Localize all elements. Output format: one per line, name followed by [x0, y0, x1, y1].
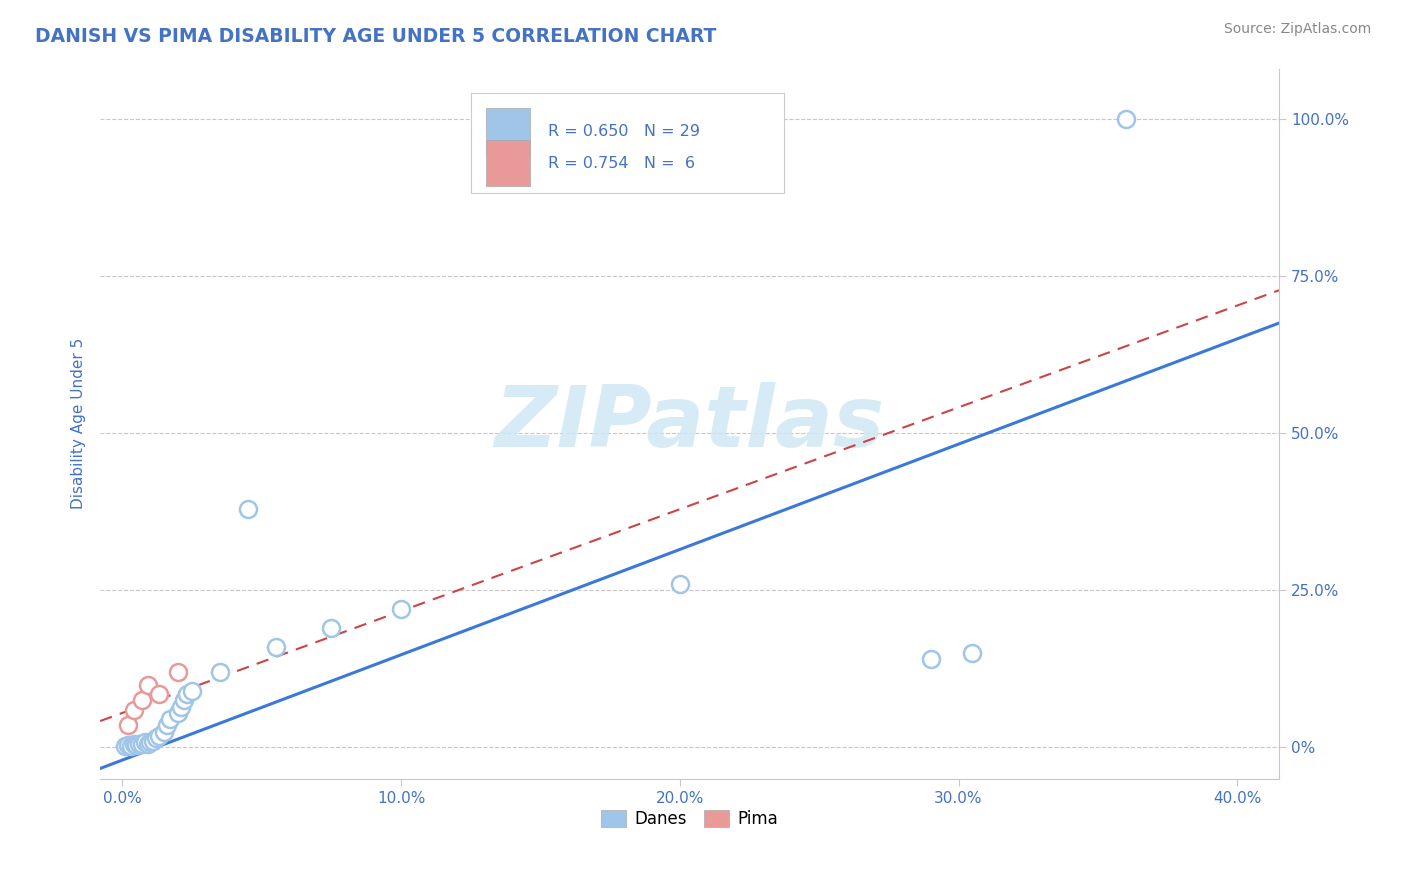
Text: Source: ZipAtlas.com: Source: ZipAtlas.com [1223, 22, 1371, 37]
Y-axis label: Disability Age Under 5: Disability Age Under 5 [72, 338, 86, 509]
Point [167, 706, 190, 720]
FancyBboxPatch shape [485, 139, 530, 186]
Point [136, 678, 159, 692]
Text: R = 0.650   N = 29: R = 0.650 N = 29 [548, 123, 700, 138]
Point [236, 501, 259, 516]
Point [136, 737, 159, 751]
Point [117, 718, 139, 732]
Point [148, 729, 170, 743]
Point [208, 665, 231, 679]
FancyBboxPatch shape [485, 108, 530, 153]
Point [139, 735, 162, 749]
Point [142, 734, 165, 748]
Point [145, 731, 167, 745]
Point [170, 699, 193, 714]
Point [122, 737, 145, 751]
Point [125, 738, 148, 752]
Point [181, 684, 204, 698]
Point [173, 693, 195, 707]
Point [920, 652, 942, 666]
Point [148, 687, 170, 701]
Point [131, 737, 153, 751]
Point [264, 640, 287, 654]
Point [128, 737, 150, 751]
Point [122, 703, 145, 717]
Point [669, 577, 692, 591]
FancyBboxPatch shape [471, 94, 785, 193]
Text: DANISH VS PIMA DISABILITY AGE UNDER 5 CORRELATION CHART: DANISH VS PIMA DISABILITY AGE UNDER 5 CO… [35, 27, 717, 45]
Point [114, 739, 136, 753]
Point [153, 724, 176, 739]
Point [1115, 112, 1137, 126]
Point [321, 621, 343, 635]
Point [134, 735, 156, 749]
Point [117, 738, 139, 752]
Point [962, 646, 984, 660]
Point [389, 602, 412, 616]
Point [131, 693, 153, 707]
Legend: Danes, Pima: Danes, Pima [595, 803, 785, 835]
Point [120, 739, 142, 753]
Point [159, 712, 181, 726]
Point [176, 687, 198, 701]
Point [156, 718, 179, 732]
Point [167, 665, 190, 679]
Text: R = 0.754   N =  6: R = 0.754 N = 6 [548, 155, 695, 170]
Text: ZIPatlas: ZIPatlas [495, 382, 884, 466]
